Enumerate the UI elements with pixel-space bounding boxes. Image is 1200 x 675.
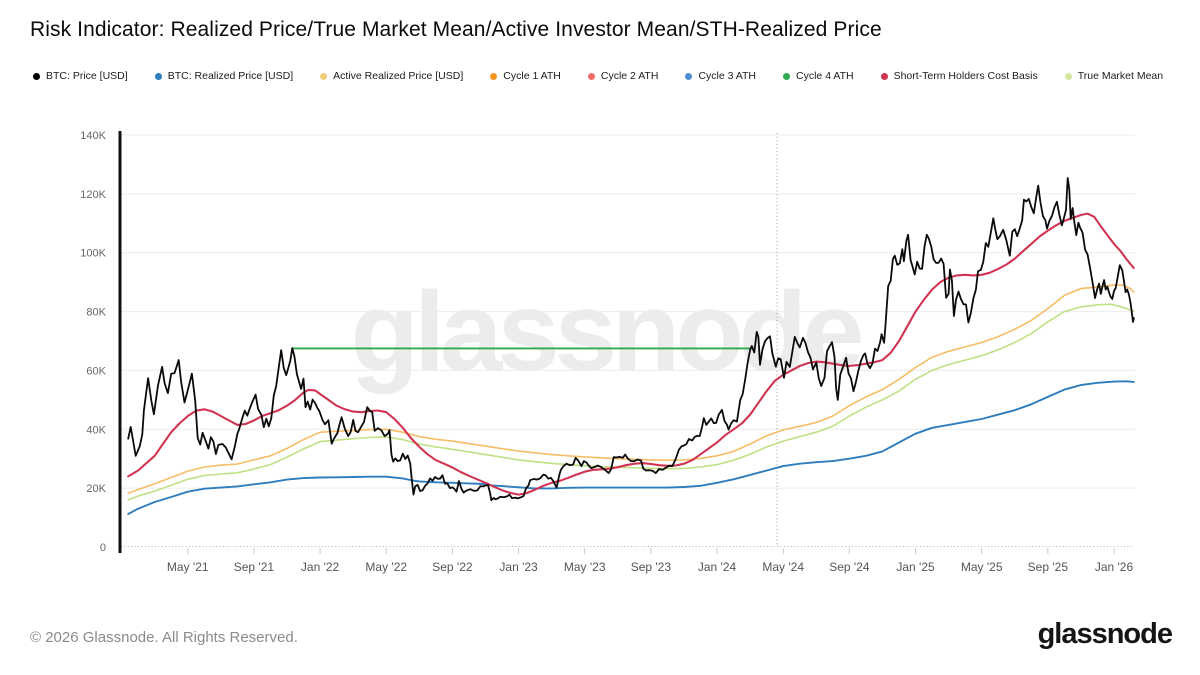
- legend-label: Cycle 2 ATH: [600, 70, 659, 82]
- y-axis-label: 40K: [86, 424, 106, 436]
- x-axis-label: Sep '24: [829, 560, 870, 574]
- y-axis-label: 120K: [80, 189, 106, 201]
- legend-swatch-icon: [154, 72, 162, 80]
- legend-swatch-icon: [685, 72, 693, 80]
- page-title: Risk Indicator: Realized Price/True Mark…: [30, 18, 882, 41]
- legend-label: Active Realized Price [USD]: [333, 70, 464, 82]
- legend-swatch-icon: [490, 72, 498, 80]
- legend-label: True Market Mean: [1077, 70, 1164, 82]
- chart-legend: BTC: Price [USD] BTC: Realized Price [USD…: [33, 70, 1163, 82]
- glassnode-logo: glassnode: [1037, 618, 1173, 650]
- series-active-realized-price-usd: [127, 284, 1135, 494]
- legend-label: Short-Term Holders Cost Basis: [893, 70, 1038, 82]
- y-axis-label: 100K: [80, 248, 106, 260]
- legend-item-cycle-2-ath[interactable]: Cycle 2 ATH: [587, 70, 659, 82]
- legend-label: Cycle 1 ATH: [503, 70, 561, 82]
- legend-item-short-term-holders-cost-basis[interactable]: Short-Term Holders Cost Basis: [880, 70, 1038, 82]
- legend-swatch-icon: [587, 72, 595, 80]
- legend-label: Cycle 3 ATH: [698, 70, 757, 82]
- series-true-market-mean: [127, 303, 1135, 501]
- x-axis-label: Sep '22: [432, 560, 473, 574]
- x-axis-label: Jan '24: [698, 560, 737, 574]
- x-axis-label: Jan '22: [301, 560, 340, 574]
- x-axis-label: Sep '23: [631, 560, 672, 574]
- legend-item-btc-price-usd[interactable]: BTC: Price [USD]: [33, 70, 128, 82]
- copyright-text: © 2026 Glassnode. All Rights Reserved.: [30, 629, 298, 646]
- series-btc-realized-price-usd: [127, 380, 1135, 515]
- legend-swatch-icon: [33, 72, 40, 80]
- legend-item-true-market-mean[interactable]: True Market Mean: [1064, 70, 1164, 82]
- legend-swatch-icon: [1064, 72, 1072, 80]
- x-axis-label: Jan '25: [896, 560, 935, 574]
- glassnode-watermark: glassnode: [350, 269, 865, 394]
- x-axis-label: Jan '23: [499, 560, 538, 574]
- legend-swatch-icon: [320, 72, 328, 80]
- x-axis-label: May '22: [365, 560, 407, 574]
- x-axis-label: Sep '25: [1028, 560, 1069, 574]
- y-axis-label: 0: [100, 542, 106, 554]
- x-axis-label: May '21: [167, 560, 209, 574]
- x-axis-label: May '23: [564, 560, 606, 574]
- x-axis-label: Sep '21: [234, 560, 275, 574]
- legend-item-active-realized-price-usd[interactable]: Active Realized Price [USD]: [320, 70, 463, 82]
- legend-swatch-icon: [783, 72, 791, 80]
- legend-item-cycle-1-ath[interactable]: Cycle 1 ATH: [490, 70, 561, 82]
- y-axis-label: 80K: [86, 307, 106, 319]
- y-axis-label: 140K: [80, 130, 106, 142]
- y-axis-label: 60K: [86, 365, 106, 377]
- legend-item-btc-realized-price-usd[interactable]: BTC: Realized Price [USD]: [154, 70, 294, 82]
- x-axis-label: May '24: [762, 560, 804, 574]
- legend-item-cycle-3-ath[interactable]: Cycle 3 ATH: [685, 70, 756, 82]
- legend-label: BTC: Realized Price [USD]: [167, 70, 294, 82]
- y-axis-label: 20K: [86, 483, 106, 495]
- legend-label: BTC: Price [USD]: [46, 70, 128, 82]
- legend-label: Cycle 4 ATH: [796, 70, 854, 82]
- series-btc-price-usd: [127, 177, 1135, 502]
- x-axis-label: Jan '26: [1095, 560, 1134, 574]
- legend-item-cycle-4-ath[interactable]: Cycle 4 ATH: [783, 70, 854, 82]
- legend-swatch-icon: [880, 72, 888, 80]
- x-axis-label: May '25: [961, 560, 1003, 574]
